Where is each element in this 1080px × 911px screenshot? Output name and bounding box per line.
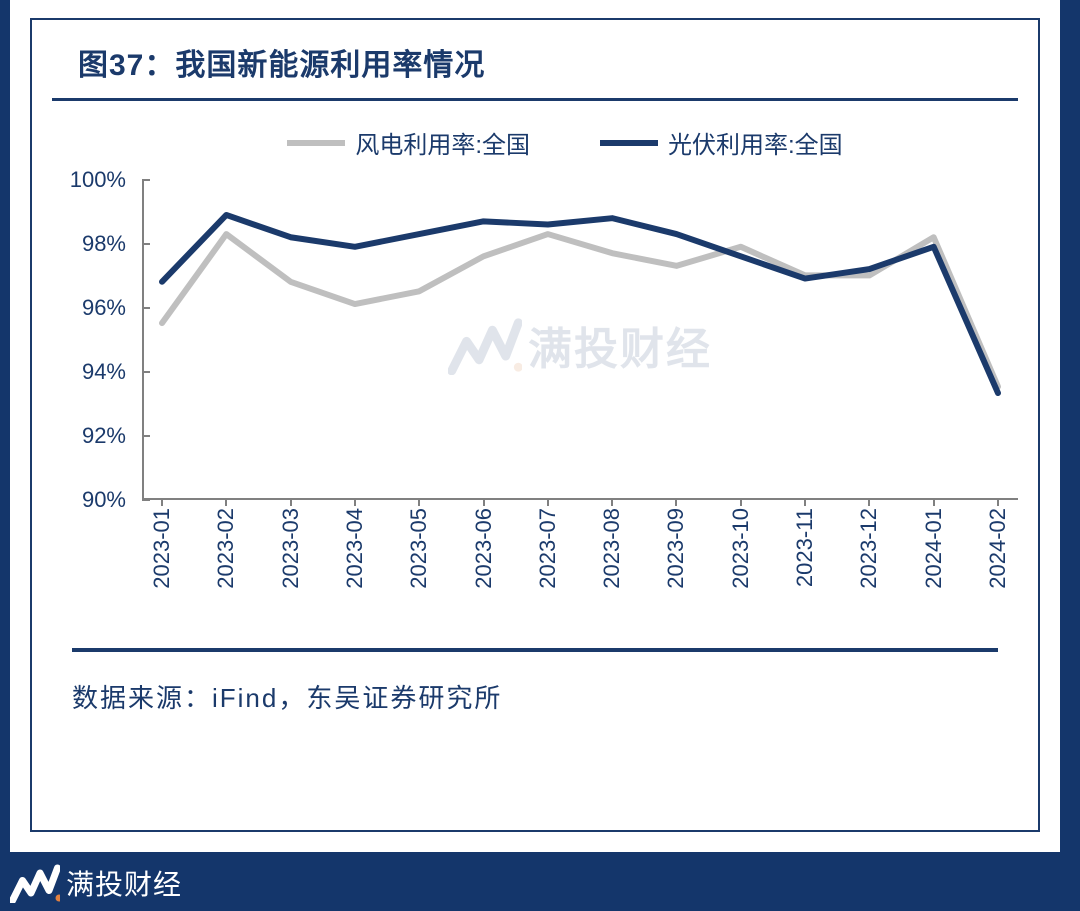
x-tick-label: 2023-05	[406, 508, 432, 589]
x-tick-label: 2023-07	[535, 508, 561, 589]
x-tick-label: 2024-02	[985, 508, 1011, 589]
y-tick-label: 96%	[82, 295, 126, 321]
x-tick	[997, 498, 999, 506]
y-tick	[142, 371, 150, 373]
x-tick	[418, 498, 420, 506]
chart-card: 图37：我国新能源利用率情况 风电利用率:全国 光伏利用率:全国 90%92%9…	[10, 0, 1060, 852]
legend-label-solar: 光伏利用率:全国	[668, 125, 843, 160]
footer-brand: 满投财经	[0, 855, 1080, 911]
x-axis-labels: 2023-01 2023-02 2023-03 2023-04 2023-05 2023-…	[142, 500, 1018, 630]
legend-label-wind: 风电利用率:全国	[355, 125, 530, 160]
footer-logo-icon	[10, 863, 60, 903]
x-tick	[933, 498, 935, 506]
x-tick	[740, 498, 742, 506]
y-axis-labels: 90%92%94%96%98%100%	[52, 180, 132, 498]
x-tick	[290, 498, 292, 506]
legend-item-wind: 风电利用率:全国	[287, 125, 530, 160]
chart-area: 风电利用率:全国 光伏利用率:全国 90%92%94%96%98%100% 满投…	[52, 101, 1018, 652]
x-tick-label: 2023-04	[342, 508, 368, 589]
y-tick-label: 98%	[82, 231, 126, 257]
x-tick-label: 2023-09	[663, 508, 689, 589]
chart-frame: 图37：我国新能源利用率情况 风电利用率:全国 光伏利用率:全国 90%92%9…	[30, 18, 1040, 832]
y-tick-label: 90%	[82, 487, 126, 513]
data-source: 数据来源：iFind，东吴证券研究所	[32, 652, 1038, 725]
x-tick	[804, 498, 806, 506]
chart-title: 图37：我国新能源利用率情况	[78, 40, 992, 84]
x-tick	[483, 498, 485, 506]
x-tick-label: 2023-11	[792, 508, 818, 587]
x-tick	[354, 498, 356, 506]
x-tick-label: 2024-01	[921, 508, 947, 589]
y-tick-label: 94%	[82, 359, 126, 385]
x-tick	[547, 498, 549, 506]
x-tick	[161, 498, 163, 506]
x-tick-label: 2023-12	[856, 508, 882, 589]
chart-title-row: 图37：我国新能源利用率情况	[52, 20, 1018, 101]
y-tick	[142, 243, 150, 245]
legend-item-solar: 光伏利用率:全国	[600, 125, 843, 160]
legend: 风电利用率:全国 光伏利用率:全国	[52, 125, 1018, 160]
line-chart-svg	[142, 180, 1018, 498]
x-tick-label: 2023-10	[728, 508, 754, 589]
x-tick	[225, 498, 227, 506]
y-tick-label: 92%	[82, 423, 126, 449]
x-tick	[675, 498, 677, 506]
y-tick	[142, 307, 150, 309]
x-tick-label: 2023-08	[599, 508, 625, 589]
x-tick-label: 2023-06	[471, 508, 497, 589]
separator-thick	[72, 648, 998, 652]
y-tick	[142, 179, 150, 181]
x-tick	[611, 498, 613, 506]
y-tick-label: 100%	[70, 167, 126, 193]
legend-swatch-solar	[600, 140, 658, 146]
legend-swatch-wind	[287, 140, 345, 146]
x-tick-label: 2023-01	[149, 508, 175, 589]
x-tick-label: 2023-03	[278, 508, 304, 589]
y-tick	[142, 435, 150, 437]
footer-brand-text: 满投财经	[66, 863, 182, 903]
x-tick	[868, 498, 870, 506]
series-line	[162, 234, 998, 387]
x-tick-label: 2023-02	[213, 508, 239, 589]
plot-area: 90%92%94%96%98%100% 满投财经	[142, 180, 1018, 500]
